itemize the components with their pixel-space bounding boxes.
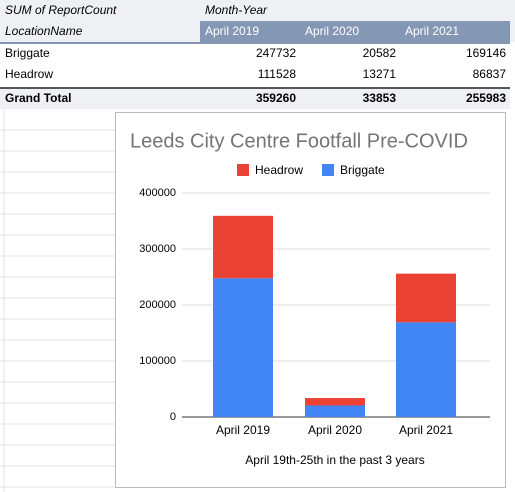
legend-swatch: [237, 164, 249, 176]
cell: 111528: [258, 67, 297, 81]
sheet-grid: [0, 109, 115, 492]
bar: [213, 215, 273, 279]
column-header: April 2021: [405, 24, 459, 38]
bar: [305, 405, 365, 417]
y-tick-label: 100000: [139, 355, 176, 367]
total-bg: [0, 88, 510, 109]
cell: 169146: [466, 46, 506, 60]
column-header-bg: [200, 21, 510, 42]
cell: 13271: [363, 67, 397, 81]
cell: 86837: [473, 67, 507, 81]
x-tick-label: April 2019: [216, 423, 270, 437]
column-header: April 2020: [305, 24, 359, 38]
bar: [396, 322, 456, 417]
legend-label: Briggate: [340, 163, 385, 177]
column-group: Month-Year: [205, 3, 268, 17]
bar: [305, 398, 365, 406]
y-tick-label: 400000: [139, 187, 176, 199]
chart-title: Leeds City Centre Footfall Pre-COVID: [130, 130, 468, 152]
total-cell: 255983: [466, 91, 506, 105]
bar: [396, 273, 456, 323]
bar: [213, 278, 273, 417]
total-cell: 33853: [363, 91, 397, 105]
y-tick-label: 300000: [139, 243, 176, 255]
x-axis-label: April 19th-25th in the past 3 years: [245, 453, 424, 467]
row-header: LocationName: [5, 24, 83, 38]
x-tick-label: April 2021: [399, 423, 453, 437]
legend-label: Headrow: [255, 163, 303, 177]
pivot-corner: SUM of ReportCount: [5, 3, 117, 17]
y-tick-label: 200000: [139, 299, 176, 311]
cell: 20582: [363, 46, 397, 60]
x-tick-label: April 2020: [308, 423, 362, 437]
y-tick-label: 0: [170, 411, 176, 423]
row-label: Headrow: [5, 67, 53, 81]
legend-swatch: [322, 164, 334, 176]
row-label: Briggate: [5, 46, 50, 60]
cell: 247732: [256, 46, 296, 60]
total-cell: 359260: [256, 91, 296, 105]
column-header: April 2019: [205, 24, 259, 38]
total-label: Grand Total: [5, 91, 71, 105]
